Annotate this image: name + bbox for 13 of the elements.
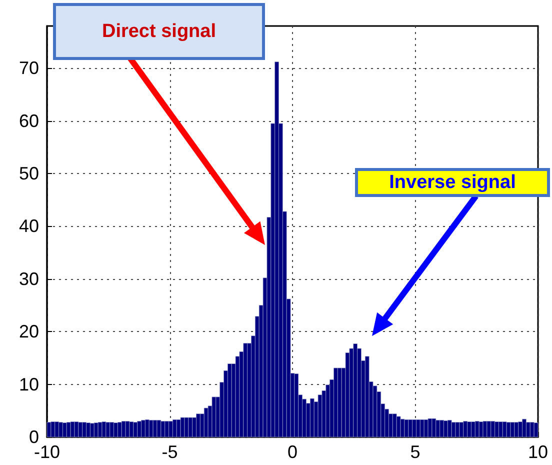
y-tick-label: 50 <box>18 164 39 184</box>
x-tick-label: -5 <box>162 442 178 462</box>
y-tick-label: 30 <box>18 268 39 289</box>
x-tick-label: 5 <box>410 442 420 462</box>
x-tick-label: 0 <box>287 442 298 462</box>
y-tick-label: 60 <box>18 110 39 131</box>
y-tick-label: 40 <box>18 216 39 236</box>
label-box: Inverse signal <box>355 168 550 197</box>
y-tick-label: 70 <box>18 58 39 78</box>
x-tick-label: 10 <box>528 442 548 462</box>
label-box: Direct signal <box>53 3 265 60</box>
y-tick-label: 10 <box>18 374 39 394</box>
y-tick-label: 20 <box>18 322 39 342</box>
